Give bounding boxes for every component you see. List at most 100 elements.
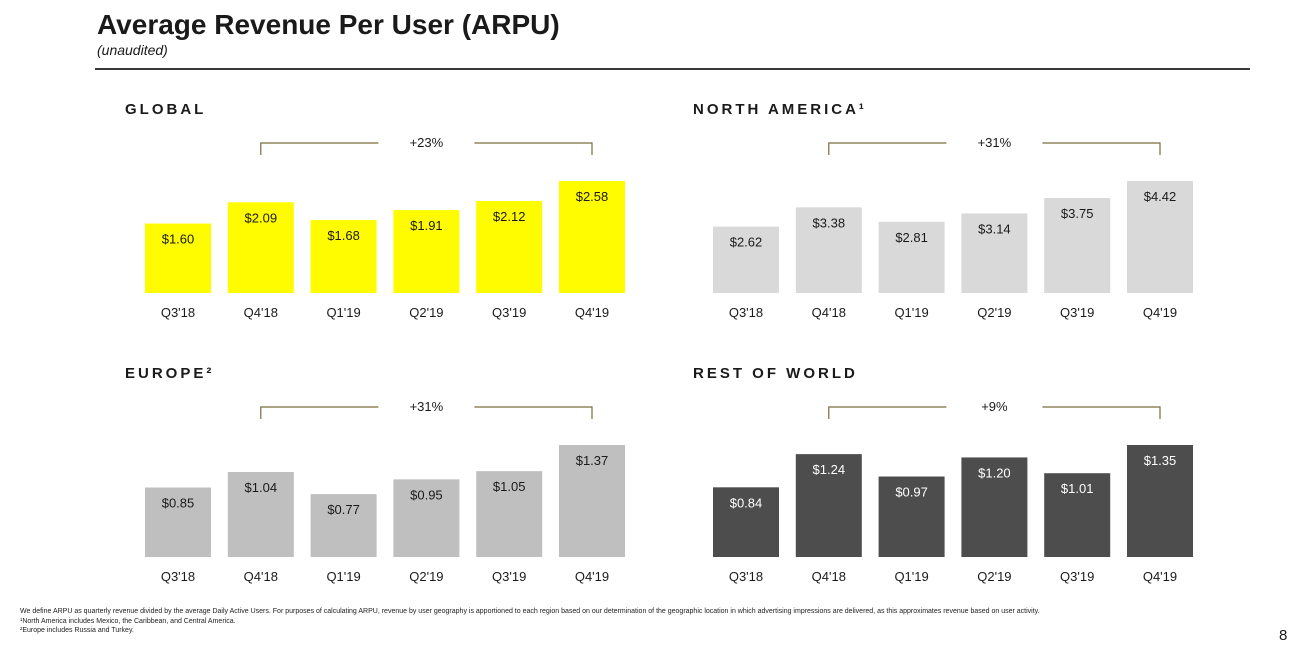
chart-global-bar-4 bbox=[476, 200, 543, 293]
chart-rest-of-world-bar-5 bbox=[1127, 445, 1193, 557]
chart-global-value-label-0: $1.60 bbox=[162, 232, 195, 247]
chart-rest-of-world-category-label-1: Q4'18 bbox=[812, 569, 846, 584]
chart-europe-bar-2 bbox=[310, 494, 377, 557]
chart-europe-category-label-5: Q4'19 bbox=[575, 569, 609, 584]
chart-north-america-bar-4 bbox=[1044, 197, 1111, 293]
chart-north-america-bar-0 bbox=[713, 226, 779, 293]
chart-rest-of-world-value-label-1: $1.24 bbox=[813, 462, 846, 477]
chart-global-bracket-right bbox=[474, 142, 593, 155]
chart-global-value-label-3: $1.91 bbox=[410, 218, 443, 233]
chart-europe-category-label-4: Q3'19 bbox=[492, 569, 526, 584]
chart-north-america: $2.62 Q3'18 $3.38 Q4'18 $2.81 Q1'19 $3.14 Q2'19… bbox=[713, 135, 1193, 320]
chart-rest-of-world-bracket-right bbox=[1042, 406, 1161, 419]
chart-rest-of-world-bracket-left bbox=[828, 406, 947, 419]
chart-global-value-label-1: $2.09 bbox=[245, 210, 278, 225]
chart-north-america-growth-label: +31% bbox=[978, 135, 1012, 150]
chart-rest-of-world-bar-0 bbox=[713, 487, 779, 557]
chart-north-america-bracket-left bbox=[828, 142, 947, 155]
chart-rest-of-world-bar-4 bbox=[1044, 473, 1111, 557]
chart-europe-bracket-right bbox=[474, 406, 593, 419]
chart-global-bar-3 bbox=[393, 210, 460, 293]
chart-rest-of-world-value-label-0: $0.84 bbox=[730, 495, 763, 510]
chart-rest-of-world-category-label-0: Q3'18 bbox=[729, 569, 763, 584]
chart-global-value-label-2: $1.68 bbox=[327, 228, 360, 243]
chart-europe-growth-label: +31% bbox=[410, 399, 444, 414]
chart-europe-bar-4 bbox=[476, 471, 543, 557]
chart-europe-bar-5 bbox=[559, 445, 625, 557]
chart-europe-bar-0 bbox=[145, 487, 211, 557]
chart-north-america-bar-3 bbox=[961, 213, 1028, 293]
chart-global-value-label-4: $2.12 bbox=[493, 209, 526, 224]
chart-global-bracket-left bbox=[260, 142, 379, 155]
chart-global-bar-1 bbox=[227, 202, 294, 293]
footnote-1: ¹North America includes Mexico, the Cari… bbox=[20, 617, 236, 625]
chart-europe-value-label-5: $1.37 bbox=[576, 453, 609, 468]
chart-global-bar-5 bbox=[559, 181, 625, 293]
footnotes: We define ARPU as quarterly revenue divi… bbox=[20, 607, 1215, 636]
page-subtitle: (unaudited) bbox=[97, 42, 168, 58]
chart-rest-of-world-value-label-5: $1.35 bbox=[1144, 453, 1177, 468]
chart-europe-bar-1 bbox=[227, 471, 294, 557]
chart-north-america-value-label-3: $3.14 bbox=[978, 221, 1011, 236]
chart-europe-value-label-0: $0.85 bbox=[162, 496, 195, 511]
page-number: 8 bbox=[1279, 627, 1288, 644]
chart-title-rest-of-world: REST OF WORLD bbox=[693, 365, 858, 382]
chart-europe-bar-3 bbox=[393, 479, 460, 557]
chart-title-north-america: NORTH AMERICA¹ bbox=[693, 101, 867, 118]
chart-title-europe: EUROPE² bbox=[125, 365, 215, 382]
chart-global-category-label-0: Q3'18 bbox=[161, 305, 195, 320]
chart-rest-of-world-bar-3 bbox=[961, 457, 1028, 557]
chart-rest-of-world-bar-1 bbox=[795, 454, 862, 557]
chart-north-america-value-label-2: $2.81 bbox=[895, 230, 928, 245]
chart-europe-bracket-left bbox=[260, 406, 379, 419]
chart-north-america-bar-2 bbox=[878, 221, 945, 293]
page-title: Average Revenue Per User (ARPU) bbox=[97, 9, 560, 40]
chart-rest-of-world: $0.84 Q3'18 $1.24 Q4'18 $0.97 Q1'19 $1.20 Q2'19… bbox=[713, 399, 1193, 584]
footnote-definition: We define ARPU as quarterly revenue divi… bbox=[20, 608, 1040, 615]
chart-panel-europe: EUROPE² $0.85 Q3'18 $1.04 Q4'18 $0.77 Q1'19 $0… bbox=[125, 365, 645, 615]
chart-global-value-label-5: $2.58 bbox=[576, 189, 609, 204]
chart-north-america-value-label-1: $3.38 bbox=[813, 215, 846, 230]
chart-north-america-bar-1 bbox=[795, 207, 862, 293]
chart-europe-value-label-3: $0.95 bbox=[410, 487, 443, 502]
chart-europe-category-label-0: Q3'18 bbox=[161, 569, 195, 584]
chart-rest-of-world-value-label-4: $1.01 bbox=[1061, 481, 1094, 496]
chart-rest-of-world-bar-2 bbox=[878, 476, 945, 557]
chart-europe: $0.85 Q3'18 $1.04 Q4'18 $0.77 Q1'19 $0.95 Q2'19… bbox=[145, 399, 625, 584]
chart-north-america-value-label-0: $2.62 bbox=[730, 235, 763, 250]
chart-europe-category-label-1: Q4'18 bbox=[244, 569, 278, 584]
chart-north-america-category-label-3: Q2'19 bbox=[977, 305, 1011, 320]
chart-panel-rest-of-world: REST OF WORLD $0.84 Q3'18 $1.24 Q4'18 $0.97 Q… bbox=[693, 365, 1213, 615]
chart-north-america-category-label-5: Q4'19 bbox=[1143, 305, 1177, 320]
chart-north-america-bracket-right bbox=[1042, 142, 1161, 155]
chart-global-bar-2 bbox=[310, 220, 377, 293]
chart-rest-of-world-category-label-2: Q1'19 bbox=[894, 569, 928, 584]
chart-europe-value-label-4: $1.05 bbox=[493, 479, 526, 494]
chart-rest-of-world-growth-label: +9% bbox=[981, 399, 1008, 414]
chart-global-category-label-2: Q1'19 bbox=[326, 305, 360, 320]
title-divider bbox=[95, 68, 1250, 70]
chart-global-bar-0 bbox=[145, 223, 211, 293]
chart-rest-of-world-category-label-4: Q3'19 bbox=[1060, 569, 1094, 584]
chart-north-america-value-label-4: $3.75 bbox=[1061, 206, 1094, 221]
chart-title-global: GLOBAL bbox=[125, 101, 207, 118]
chart-rest-of-world-value-label-3: $1.20 bbox=[978, 465, 1011, 480]
chart-north-america-category-label-2: Q1'19 bbox=[894, 305, 928, 320]
chart-europe-value-label-2: $0.77 bbox=[327, 502, 360, 517]
chart-europe-category-label-2: Q1'19 bbox=[326, 569, 360, 584]
chart-global-category-label-5: Q4'19 bbox=[575, 305, 609, 320]
chart-panel-global: GLOBAL $1.60 Q3'18 $2.09 Q4'18 $1.68 Q1'19 $1.… bbox=[125, 101, 645, 351]
chart-rest-of-world-value-label-2: $0.97 bbox=[895, 485, 928, 500]
chart-north-america-category-label-1: Q4'18 bbox=[812, 305, 846, 320]
chart-rest-of-world-category-label-5: Q4'19 bbox=[1143, 569, 1177, 584]
chart-panel-north-america: NORTH AMERICA¹ $2.62 Q3'18 $3.38 Q4'18 $2.81… bbox=[693, 101, 1213, 351]
chart-north-america-bar-5 bbox=[1127, 181, 1193, 293]
chart-global-category-label-3: Q2'19 bbox=[409, 305, 443, 320]
chart-europe-category-label-3: Q2'19 bbox=[409, 569, 443, 584]
chart-global-category-label-4: Q3'19 bbox=[492, 305, 526, 320]
footnote-2: ²Europe includes Russia and Turkey. bbox=[20, 627, 134, 634]
chart-north-america-category-label-0: Q3'18 bbox=[729, 305, 763, 320]
chart-rest-of-world-category-label-3: Q2'19 bbox=[977, 569, 1011, 584]
chart-global-growth-label: +23% bbox=[410, 135, 444, 150]
chart-north-america-value-label-5: $4.42 bbox=[1144, 189, 1177, 204]
